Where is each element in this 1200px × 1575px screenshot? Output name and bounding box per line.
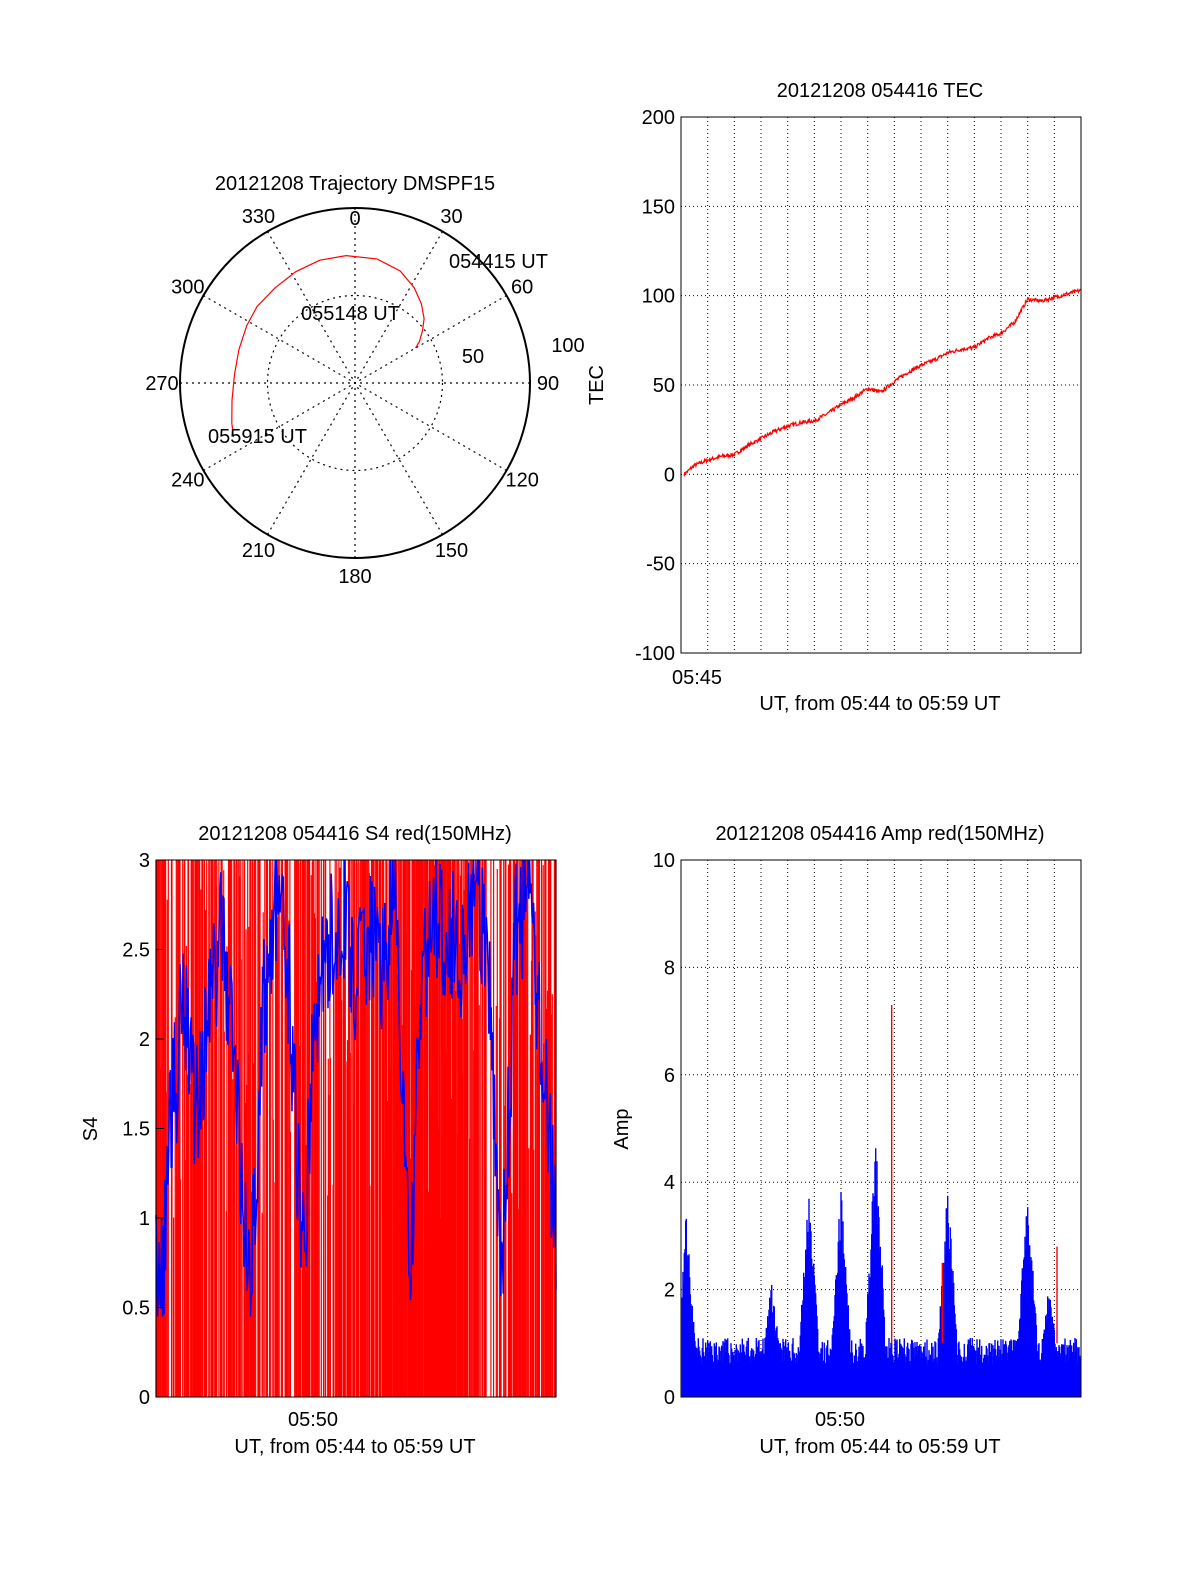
tec-x-axis-label: UT, from 05:44 to 05:59 UT xyxy=(759,693,1000,715)
polar-azimuth-label: 300 xyxy=(171,277,204,299)
tec-panel: 20121208 054416 TEC 200150100500-50-100 … xyxy=(586,80,1082,715)
s4-y-tick-label: 3 xyxy=(139,850,150,872)
tec-y-tick-label: -50 xyxy=(646,554,675,576)
tec-y-tick-label: 100 xyxy=(642,286,675,308)
amp-plot-frame xyxy=(680,859,1082,1398)
s4-y-tick-label: 0 xyxy=(139,1387,150,1409)
amp-y-tick-label: 0 xyxy=(664,1387,675,1409)
polar-azimuth-label: 150 xyxy=(435,540,468,562)
polar-inner-ring xyxy=(266,294,444,472)
polar-spoke xyxy=(266,231,444,535)
polar-azimuth-label: 240 xyxy=(171,470,204,492)
polar-azimuth-label: 330 xyxy=(242,206,275,228)
amp-blue-series xyxy=(681,1148,1082,1397)
amp-y-axis-label: Amp xyxy=(611,1108,633,1149)
tec-plot-frame xyxy=(680,116,1082,654)
s4-tick-marks xyxy=(156,949,164,1308)
s4-y-tick-label: 1 xyxy=(139,1208,150,1230)
s4-x-tick-label: 05:50 xyxy=(288,1409,338,1431)
polar-radial-label-100: 100 xyxy=(551,335,584,357)
polar-azimuth-label: 120 xyxy=(505,470,538,492)
polar-azimuth-label: 30 xyxy=(440,206,462,228)
annotation-end-time: 055915 UT xyxy=(208,426,307,448)
tec-x-tick-label: 05:45 xyxy=(672,667,722,689)
polar-azimuth-label: 0 xyxy=(349,208,360,230)
tec-y-tick-label: 50 xyxy=(653,375,675,397)
amp-y-tick-label: 10 xyxy=(653,850,675,872)
s4-y-tick-label: 2.5 xyxy=(122,940,150,962)
tec-y-tick-label: 200 xyxy=(642,107,675,129)
tec-title: 20121208 054416 TEC xyxy=(777,80,983,102)
polar-outer-ring xyxy=(179,207,531,559)
tec-y-tick-labels: 200 150 100 50 0 -50 -100 xyxy=(635,107,675,665)
annotation-mid-time: 055148 UT xyxy=(301,303,400,325)
tec-grid xyxy=(681,117,1081,653)
polar-azimuth-label: 60 xyxy=(511,277,533,299)
s4-blue-series xyxy=(155,859,557,1317)
polar-panel: 20121208 Trajectory DMSPF15 0 30 60 90 120 15… xyxy=(145,173,584,588)
tec-y-tick-label: 0 xyxy=(664,464,675,486)
polar-grid xyxy=(180,208,530,558)
amp-y-tick-labels: 10 8 6 4 2 0 xyxy=(653,850,675,1409)
s4-title: 20121208 054416 S4 red(150MHz) xyxy=(198,823,512,845)
amp-grid xyxy=(681,860,1081,1397)
amp-red-series xyxy=(891,1005,1058,1344)
s4-y-tick-label: 2 xyxy=(139,1029,150,1051)
polar-azimuth-label: 210 xyxy=(242,540,275,562)
amp-y-tick-label: 8 xyxy=(664,957,675,979)
amp-x-axis-label: UT, from 05:44 to 05:59 UT xyxy=(759,1436,1000,1458)
polar-title: 20121208 Trajectory DMSPF15 xyxy=(215,173,495,195)
s4-y-axis-label: S4 xyxy=(80,1117,102,1141)
polar-azimuth-label: 270 xyxy=(145,373,178,395)
amp-y-tick-label: 6 xyxy=(664,1065,675,1087)
tec-y-axis-label: TEC xyxy=(586,365,608,405)
s4-red-series xyxy=(155,860,557,1397)
s4-plot-frame xyxy=(155,859,557,1398)
s4-y-tick-label: 0.5 xyxy=(122,1298,150,1320)
tec-y-tick-label: 150 xyxy=(642,196,675,218)
polar-azimuth-labels: 0 30 60 90 120 150 180 210 240 270 300 330 xyxy=(145,206,559,588)
amp-y-tick-label: 2 xyxy=(664,1280,675,1302)
trajectory-line xyxy=(231,254,425,438)
polar-radial-label-50: 50 xyxy=(462,346,484,368)
annotation-start-time: 054415 UT xyxy=(449,251,548,273)
amp-title: 20121208 054416 Amp red(150MHz) xyxy=(715,823,1044,845)
polar-azimuth-label: 90 xyxy=(537,373,559,395)
s4-y-tick-labels: 3 2.5 2 1.5 1 0.5 0 xyxy=(122,850,150,1409)
s4-panel: 20121208 054416 S4 red(150MHz) 3 2.5 2 1.5 1… xyxy=(80,823,557,1458)
amp-x-tick-label: 05:50 xyxy=(815,1409,865,1431)
amp-y-tick-label: 4 xyxy=(664,1172,675,1194)
s4-y-tick-label: 1.5 xyxy=(122,1119,150,1141)
tec-series-line xyxy=(683,287,1082,477)
amp-panel: 20121208 054416 Amp red(150MHz) 1086420 … xyxy=(611,823,1082,1458)
polar-azimuth-label: 180 xyxy=(338,566,371,588)
s4-x-axis-label: UT, from 05:44 to 05:59 UT xyxy=(234,1436,475,1458)
tec-y-tick-label: -100 xyxy=(635,643,675,665)
